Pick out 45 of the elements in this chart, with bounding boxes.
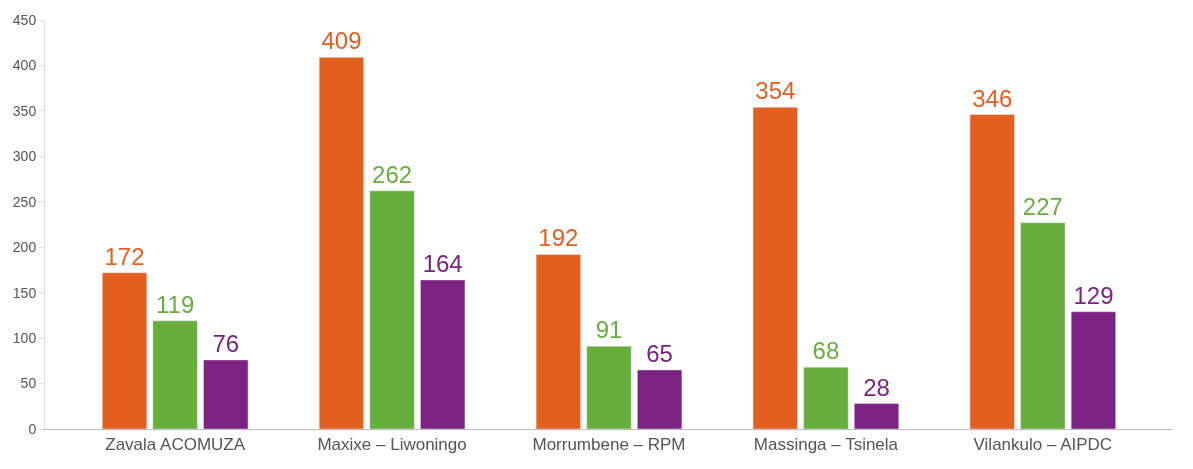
- data-label: 346: [972, 84, 1013, 112]
- data-label: 65: [646, 339, 673, 367]
- bar: [318, 57, 364, 429]
- bar: [102, 272, 148, 429]
- data-label: 76: [212, 329, 240, 357]
- bar: [803, 366, 849, 429]
- bar: [586, 346, 632, 429]
- bar: [203, 359, 249, 429]
- bar: [854, 403, 900, 429]
- bar: [420, 279, 466, 429]
- y-tick-label: 450: [12, 11, 37, 28]
- x-tick-label: Massinga – Tsinela: [753, 435, 899, 455]
- y-tick-label: 0: [28, 420, 37, 437]
- data-label: 192: [538, 224, 579, 252]
- x-tick-label: Vilankulo – AIPDC: [973, 435, 1113, 455]
- y-tick-label: 100: [12, 330, 37, 347]
- x-tick-label: Morrumbene – RPM: [532, 435, 686, 455]
- y-tick-label: 400: [12, 57, 37, 74]
- data-label: 262: [372, 160, 413, 188]
- bar: [369, 190, 415, 429]
- y-tick-label: 250: [12, 193, 37, 210]
- data-label: 409: [321, 27, 362, 55]
- bar: [637, 369, 683, 429]
- data-label: 119: [156, 290, 195, 318]
- bar: [1020, 222, 1066, 429]
- bar: [535, 254, 581, 429]
- y-tick-label: 350: [12, 102, 37, 119]
- data-label: 91: [595, 316, 623, 344]
- y-tick-label: 150: [12, 284, 37, 301]
- data-label: 28: [863, 373, 890, 401]
- bar: [752, 107, 798, 429]
- y-tick-label: 200: [12, 239, 37, 256]
- data-label: 129: [1073, 281, 1114, 309]
- bar: [1070, 311, 1116, 429]
- x-tick-label: Maxixe – Liwoningo: [317, 435, 467, 455]
- data-label: 354: [755, 77, 796, 105]
- y-tick-label: 50: [20, 375, 37, 392]
- bar: [969, 114, 1015, 429]
- data-label: 68: [812, 337, 840, 365]
- y-tick-label: 300: [12, 148, 37, 165]
- data-label: 172: [104, 242, 145, 270]
- data-label: 227: [1022, 192, 1063, 220]
- x-tick-label: Zavala ACOMUZA: [105, 435, 246, 455]
- data-label: 164: [422, 249, 463, 277]
- bar: [152, 320, 198, 429]
